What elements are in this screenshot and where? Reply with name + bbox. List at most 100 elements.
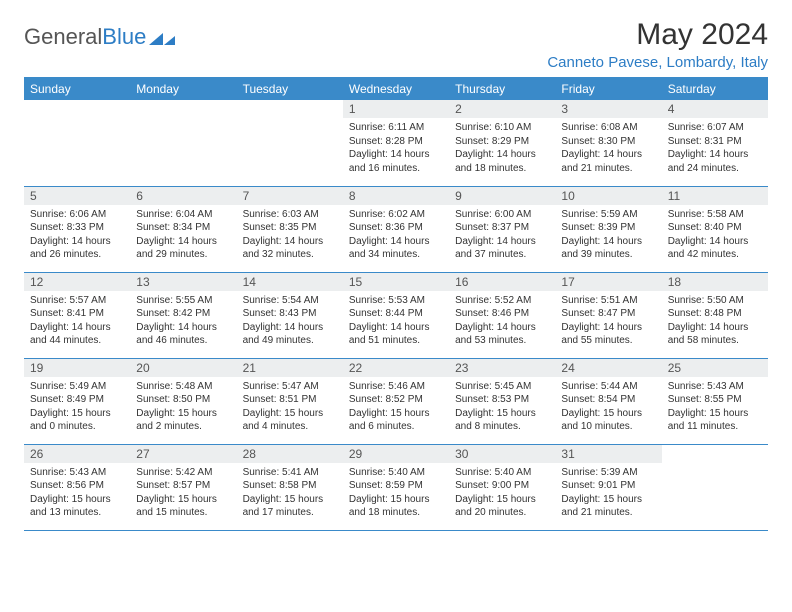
day-cell: 15Sunrise: 5:53 AMSunset: 8:44 PMDayligh…	[343, 272, 449, 358]
day-cell: 11Sunrise: 5:58 AMSunset: 8:40 PMDayligh…	[662, 186, 768, 272]
day-cell: 18Sunrise: 5:50 AMSunset: 8:48 PMDayligh…	[662, 272, 768, 358]
brand-part1: General	[24, 24, 102, 50]
weekday-header: Wednesday	[343, 78, 449, 101]
day-details: Sunrise: 5:59 AMSunset: 8:39 PMDaylight:…	[555, 205, 661, 266]
day-details: Sunrise: 6:11 AMSunset: 8:28 PMDaylight:…	[343, 118, 449, 179]
day-details: Sunrise: 5:54 AMSunset: 8:43 PMDaylight:…	[237, 291, 343, 352]
day-details: Sunrise: 5:53 AMSunset: 8:44 PMDaylight:…	[343, 291, 449, 352]
day-number: 15	[343, 273, 449, 291]
day-cell: 29Sunrise: 5:40 AMSunset: 8:59 PMDayligh…	[343, 444, 449, 530]
day-details: Sunrise: 5:42 AMSunset: 8:57 PMDaylight:…	[130, 463, 236, 524]
day-number: 26	[24, 445, 130, 463]
day-number: 9	[449, 187, 555, 205]
calendar-page: GeneralBlue May 2024 Canneto Pavese, Lom…	[0, 0, 792, 549]
weekday-header: Sunday	[24, 78, 130, 101]
day-cell	[237, 100, 343, 186]
day-number: 3	[555, 100, 661, 118]
day-details: Sunrise: 6:00 AMSunset: 8:37 PMDaylight:…	[449, 205, 555, 266]
day-details: Sunrise: 5:46 AMSunset: 8:52 PMDaylight:…	[343, 377, 449, 438]
day-cell: 16Sunrise: 5:52 AMSunset: 8:46 PMDayligh…	[449, 272, 555, 358]
day-cell: 6Sunrise: 6:04 AMSunset: 8:34 PMDaylight…	[130, 186, 236, 272]
day-details: Sunrise: 5:49 AMSunset: 8:49 PMDaylight:…	[24, 377, 130, 438]
day-cell: 7Sunrise: 6:03 AMSunset: 8:35 PMDaylight…	[237, 186, 343, 272]
day-number: 5	[24, 187, 130, 205]
day-details: Sunrise: 5:55 AMSunset: 8:42 PMDaylight:…	[130, 291, 236, 352]
day-number: 20	[130, 359, 236, 377]
day-details: Sunrise: 5:43 AMSunset: 8:56 PMDaylight:…	[24, 463, 130, 524]
month-title: May 2024	[547, 18, 768, 52]
weekday-header: Thursday	[449, 78, 555, 101]
day-cell: 12Sunrise: 5:57 AMSunset: 8:41 PMDayligh…	[24, 272, 130, 358]
brand-logo: GeneralBlue	[24, 24, 175, 50]
day-number: 24	[555, 359, 661, 377]
day-details: Sunrise: 5:45 AMSunset: 8:53 PMDaylight:…	[449, 377, 555, 438]
day-number: 17	[555, 273, 661, 291]
day-cell: 3Sunrise: 6:08 AMSunset: 8:30 PMDaylight…	[555, 100, 661, 186]
day-details: Sunrise: 6:02 AMSunset: 8:36 PMDaylight:…	[343, 205, 449, 266]
day-details: Sunrise: 5:39 AMSunset: 9:01 PMDaylight:…	[555, 463, 661, 524]
day-cell: 30Sunrise: 5:40 AMSunset: 9:00 PMDayligh…	[449, 444, 555, 530]
day-number: 30	[449, 445, 555, 463]
weekday-header: Tuesday	[237, 78, 343, 101]
day-number: 21	[237, 359, 343, 377]
day-number: 12	[24, 273, 130, 291]
day-cell: 25Sunrise: 5:43 AMSunset: 8:55 PMDayligh…	[662, 358, 768, 444]
brand-part2: Blue	[102, 24, 146, 50]
weekday-header: Saturday	[662, 78, 768, 101]
day-details: Sunrise: 5:52 AMSunset: 8:46 PMDaylight:…	[449, 291, 555, 352]
day-cell: 31Sunrise: 5:39 AMSunset: 9:01 PMDayligh…	[555, 444, 661, 530]
day-number: 28	[237, 445, 343, 463]
day-cell: 17Sunrise: 5:51 AMSunset: 8:47 PMDayligh…	[555, 272, 661, 358]
day-cell: 20Sunrise: 5:48 AMSunset: 8:50 PMDayligh…	[130, 358, 236, 444]
day-number: 2	[449, 100, 555, 118]
day-number: 7	[237, 187, 343, 205]
day-details: Sunrise: 5:48 AMSunset: 8:50 PMDaylight:…	[130, 377, 236, 438]
day-cell: 14Sunrise: 5:54 AMSunset: 8:43 PMDayligh…	[237, 272, 343, 358]
day-cell: 9Sunrise: 6:00 AMSunset: 8:37 PMDaylight…	[449, 186, 555, 272]
day-cell: 8Sunrise: 6:02 AMSunset: 8:36 PMDaylight…	[343, 186, 449, 272]
day-number: 8	[343, 187, 449, 205]
day-number: 1	[343, 100, 449, 118]
calendar-body: 1Sunrise: 6:11 AMSunset: 8:28 PMDaylight…	[24, 100, 768, 530]
day-cell: 22Sunrise: 5:46 AMSunset: 8:52 PMDayligh…	[343, 358, 449, 444]
day-cell: 23Sunrise: 5:45 AMSunset: 8:53 PMDayligh…	[449, 358, 555, 444]
day-cell: 1Sunrise: 6:11 AMSunset: 8:28 PMDaylight…	[343, 100, 449, 186]
day-details: Sunrise: 5:43 AMSunset: 8:55 PMDaylight:…	[662, 377, 768, 438]
day-cell: 4Sunrise: 6:07 AMSunset: 8:31 PMDaylight…	[662, 100, 768, 186]
day-cell: 5Sunrise: 6:06 AMSunset: 8:33 PMDaylight…	[24, 186, 130, 272]
day-cell: 27Sunrise: 5:42 AMSunset: 8:57 PMDayligh…	[130, 444, 236, 530]
calendar-head: SundayMondayTuesdayWednesdayThursdayFrid…	[24, 78, 768, 101]
day-details: Sunrise: 5:57 AMSunset: 8:41 PMDaylight:…	[24, 291, 130, 352]
day-number: 6	[130, 187, 236, 205]
location: Canneto Pavese, Lombardy, Italy	[547, 54, 768, 71]
day-details: Sunrise: 6:07 AMSunset: 8:31 PMDaylight:…	[662, 118, 768, 179]
day-cell: 19Sunrise: 5:49 AMSunset: 8:49 PMDayligh…	[24, 358, 130, 444]
day-details: Sunrise: 5:41 AMSunset: 8:58 PMDaylight:…	[237, 463, 343, 524]
day-cell: 21Sunrise: 5:47 AMSunset: 8:51 PMDayligh…	[237, 358, 343, 444]
day-number: 10	[555, 187, 661, 205]
day-number: 14	[237, 273, 343, 291]
day-cell: 13Sunrise: 5:55 AMSunset: 8:42 PMDayligh…	[130, 272, 236, 358]
day-details: Sunrise: 5:50 AMSunset: 8:48 PMDaylight:…	[662, 291, 768, 352]
weekday-header: Monday	[130, 78, 236, 101]
day-cell: 10Sunrise: 5:59 AMSunset: 8:39 PMDayligh…	[555, 186, 661, 272]
logo-mark-icon	[149, 25, 175, 51]
day-number: 18	[662, 273, 768, 291]
day-details: Sunrise: 5:51 AMSunset: 8:47 PMDaylight:…	[555, 291, 661, 352]
day-details: Sunrise: 6:04 AMSunset: 8:34 PMDaylight:…	[130, 205, 236, 266]
day-number: 4	[662, 100, 768, 118]
day-details: Sunrise: 6:10 AMSunset: 8:29 PMDaylight:…	[449, 118, 555, 179]
day-number: 19	[24, 359, 130, 377]
day-details: Sunrise: 6:03 AMSunset: 8:35 PMDaylight:…	[237, 205, 343, 266]
day-number: 13	[130, 273, 236, 291]
day-details: Sunrise: 5:47 AMSunset: 8:51 PMDaylight:…	[237, 377, 343, 438]
day-details: Sunrise: 5:58 AMSunset: 8:40 PMDaylight:…	[662, 205, 768, 266]
title-block: May 2024 Canneto Pavese, Lombardy, Italy	[547, 18, 768, 71]
day-details: Sunrise: 5:40 AMSunset: 8:59 PMDaylight:…	[343, 463, 449, 524]
day-cell: 24Sunrise: 5:44 AMSunset: 8:54 PMDayligh…	[555, 358, 661, 444]
day-cell: 26Sunrise: 5:43 AMSunset: 8:56 PMDayligh…	[24, 444, 130, 530]
day-number: 22	[343, 359, 449, 377]
day-cell	[130, 100, 236, 186]
header: GeneralBlue May 2024 Canneto Pavese, Lom…	[24, 18, 768, 71]
day-number: 16	[449, 273, 555, 291]
